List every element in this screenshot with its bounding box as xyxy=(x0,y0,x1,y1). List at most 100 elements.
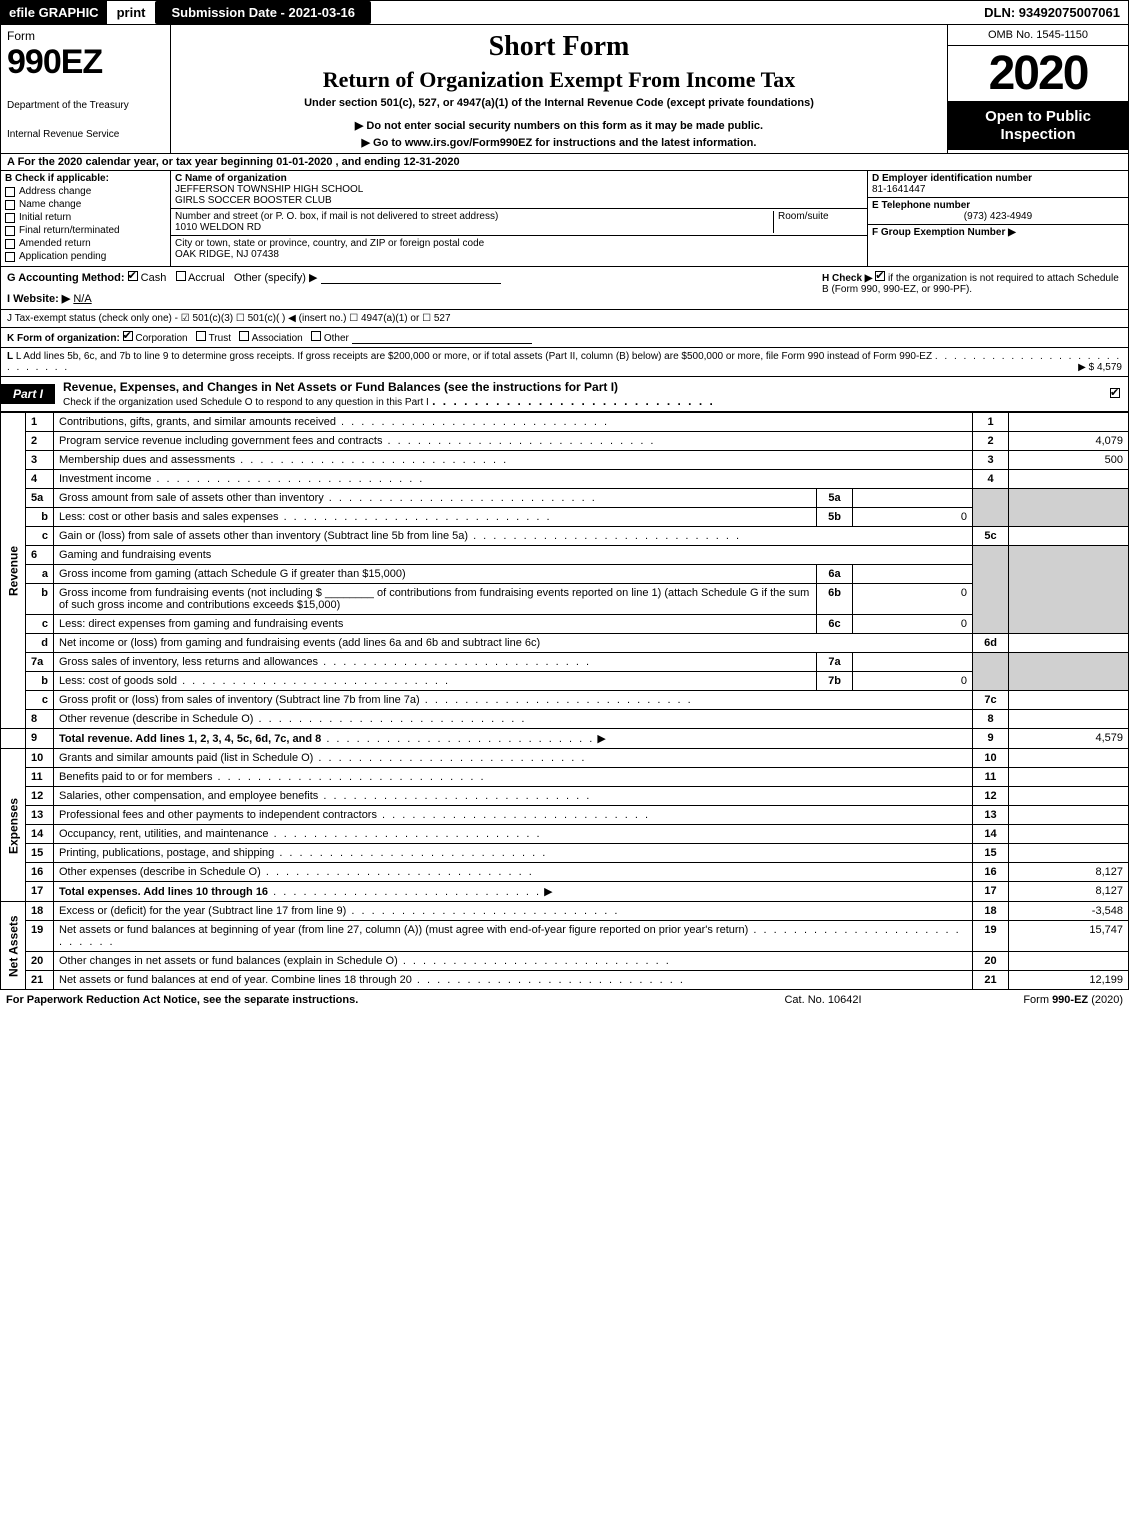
l6b-desc: Gross income from fundraising events (no… xyxy=(59,587,809,611)
chk-final-return[interactable] xyxy=(5,226,15,236)
l5a-mv xyxy=(853,489,973,508)
form-number: 990EZ xyxy=(7,43,164,82)
l15-num: 15 xyxy=(26,844,54,863)
l6c-mv: 0 xyxy=(853,615,973,634)
l6-desc: Gaming and fundraising events xyxy=(54,546,973,565)
accounting-other-field[interactable] xyxy=(321,272,501,284)
chk-application-pending[interactable] xyxy=(5,252,15,262)
l-amount: ▶ $ 4,579 xyxy=(1078,362,1122,373)
row-k-form-org: K Form of organization: Corporation Trus… xyxy=(0,328,1129,348)
l5c-desc: Gain or (loss) from sale of assets other… xyxy=(59,530,468,542)
l4-num: 4 xyxy=(26,470,54,489)
l6b-mb: 6b xyxy=(817,584,853,615)
l10-num: 10 xyxy=(26,749,54,768)
l6c-num: c xyxy=(26,615,54,634)
print-link[interactable]: print xyxy=(107,1,156,24)
room-label: Room/suite xyxy=(778,211,829,222)
l1-val xyxy=(1009,413,1129,432)
l5b-desc: Less: cost or other basis and sales expe… xyxy=(59,511,279,523)
page-footer: For Paperwork Reduction Act Notice, see … xyxy=(0,990,1129,1010)
l15-val xyxy=(1009,844,1129,863)
l21-box: 21 xyxy=(973,971,1009,990)
org-name-1: JEFFERSON TOWNSHIP HIGH SCHOOL xyxy=(175,184,863,195)
l11-val xyxy=(1009,768,1129,787)
l7c-desc: Gross profit or (loss) from sales of inv… xyxy=(59,694,420,706)
open-public-badge: Open to Public Inspection xyxy=(948,102,1128,150)
website-value: N/A xyxy=(73,293,91,305)
l21-val: 12,199 xyxy=(1009,971,1129,990)
topbar: efile GRAPHIC print Submission Date - 20… xyxy=(0,0,1129,25)
l5b-mv: 0 xyxy=(853,508,973,527)
l15-box: 15 xyxy=(973,844,1009,863)
l4-box: 4 xyxy=(973,470,1009,489)
l11-desc: Benefits paid to or for members xyxy=(59,771,212,783)
l3-val: 500 xyxy=(1009,451,1129,470)
c-name-label: C Name of organization xyxy=(175,173,863,184)
l5b-num: b xyxy=(26,508,54,527)
l6c-mb: 6c xyxy=(817,615,853,634)
instructions-link[interactable]: ▶ Go to www.irs.gov/Form990EZ for instru… xyxy=(179,136,939,149)
lbl-amended-return: Amended return xyxy=(19,238,91,249)
l14-box: 14 xyxy=(973,825,1009,844)
row-g-h-i: G Accounting Method: Cash Accrual Other … xyxy=(0,267,1129,310)
l20-desc: Other changes in net assets or fund bala… xyxy=(59,955,398,967)
street-label: Number and street (or P. O. box, if mail… xyxy=(175,211,498,222)
chk-name-change[interactable] xyxy=(5,200,15,210)
street-value: 1010 WELDON RD xyxy=(175,222,261,233)
l7a-mb: 7a xyxy=(817,653,853,672)
chk-address-change[interactable] xyxy=(5,187,15,197)
section-revenue: Revenue xyxy=(1,413,26,729)
other-org-field[interactable] xyxy=(352,332,532,344)
l17-num: 17 xyxy=(26,882,54,902)
chk-initial-return[interactable] xyxy=(5,213,15,223)
l6c-desc: Less: direct expenses from gaming and fu… xyxy=(59,618,343,630)
e-phone-label: E Telephone number xyxy=(872,200,1124,211)
l8-box: 8 xyxy=(973,710,1009,729)
l3-num: 3 xyxy=(26,451,54,470)
l16-box: 16 xyxy=(973,863,1009,882)
chk-accrual[interactable] xyxy=(176,271,186,281)
l21-num: 21 xyxy=(26,971,54,990)
l5b-mb: 5b xyxy=(817,508,853,527)
footer-right: Form 990-EZ (2020) xyxy=(923,994,1123,1006)
lbl-accrual: Accrual xyxy=(188,272,225,284)
col-b-title: B Check if applicable: xyxy=(5,173,166,184)
l8-val xyxy=(1009,710,1129,729)
l9-val: 4,579 xyxy=(1009,729,1129,749)
chk-h-scheduleb[interactable] xyxy=(875,271,885,281)
lbl-other: Other (specify) ▶ xyxy=(234,272,318,284)
col-b-checkboxes: B Check if applicable: Address change Na… xyxy=(1,171,171,266)
l11-box: 11 xyxy=(973,768,1009,787)
l8-num: 8 xyxy=(26,710,54,729)
phone-value: (973) 423-4949 xyxy=(872,211,1124,222)
l7c-box: 7c xyxy=(973,691,1009,710)
l6a-mb: 6a xyxy=(817,565,853,584)
l6b-num: b xyxy=(26,584,54,615)
chk-trust[interactable] xyxy=(196,331,206,341)
chk-cash[interactable] xyxy=(128,271,138,281)
lbl-initial-return: Initial return xyxy=(19,212,71,223)
chk-assoc[interactable] xyxy=(239,331,249,341)
lbl-final-return: Final return/terminated xyxy=(19,225,120,236)
main-title: Return of Organization Exempt From Incom… xyxy=(179,67,939,93)
l1-num: 1 xyxy=(26,413,54,432)
irs-label: Internal Revenue Service xyxy=(7,129,164,140)
h-label: H Check ▶ xyxy=(822,273,872,284)
part1-table: Revenue 1 Contributions, gifts, grants, … xyxy=(0,412,1129,990)
l20-val xyxy=(1009,952,1129,971)
dept-treasury: Department of the Treasury xyxy=(7,100,164,111)
chk-other[interactable] xyxy=(311,331,321,341)
l5c-box: 5c xyxy=(973,527,1009,546)
l18-val: -3,548 xyxy=(1009,902,1129,921)
l9-desc: Total revenue. Add lines 1, 2, 3, 4, 5c,… xyxy=(59,733,321,745)
section-netassets: Net Assets xyxy=(1,902,26,990)
chk-amended-return[interactable] xyxy=(5,239,15,249)
org-name-2: GIRLS SOCCER BOOSTER CLUB xyxy=(175,195,863,206)
l16-desc: Other expenses (describe in Schedule O) xyxy=(59,866,261,878)
city-value: OAK RIDGE, NJ 07438 xyxy=(175,249,279,260)
l20-box: 20 xyxy=(973,952,1009,971)
chk-corp[interactable] xyxy=(123,331,133,341)
chk-part1-scheduleo[interactable] xyxy=(1110,388,1120,398)
l20-num: 20 xyxy=(26,952,54,971)
form-word: Form xyxy=(7,29,164,43)
